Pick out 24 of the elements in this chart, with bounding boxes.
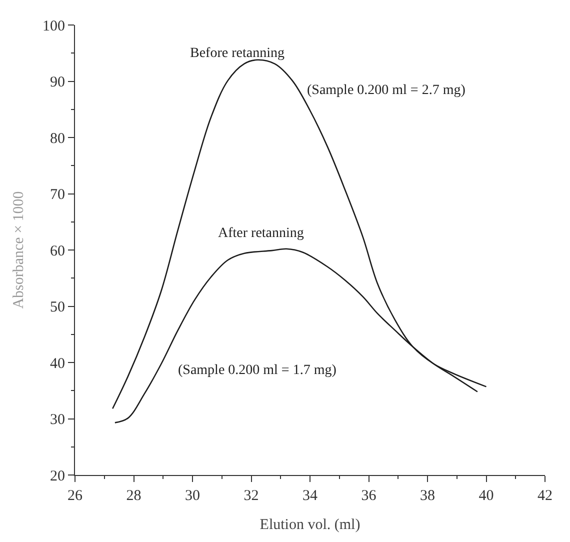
x-tick-label: 36 [361,488,377,504]
x-tick-label: 32 [244,488,259,504]
y-tick-label: 70 [50,187,65,203]
x-tick-label: 38 [420,488,435,504]
y-tick-label: 80 [50,130,65,147]
y-tick-label: 50 [50,300,65,316]
y-tick-label: 60 [50,243,65,260]
annotation: After retanning [218,226,304,241]
x-tick-label: 28 [126,488,142,504]
x-tick-label: 34 [302,488,318,504]
x-tick-label: 26 [68,488,83,504]
y-tick-label: 40 [50,356,65,372]
annotation: (Sample 0.200 ml = 1.7 mg) [178,363,337,378]
y-axis-title: Absorbance × 1000 [10,191,27,309]
x-tick-label: 40 [478,488,494,504]
annotation: (Sample 0.200 ml = 2.7 mg) [307,83,466,98]
x-tick-label: 30 [185,488,200,504]
y-tick-label: 90 [50,74,65,90]
y-tick-label: 100 [42,18,65,34]
x-axis-title: Elution vol. (ml) [260,517,360,533]
y-tick-label: 30 [50,412,65,428]
y-tick-label: 20 [50,468,65,484]
x-tick-label: 42 [538,488,552,504]
annotation: Before retanning [190,46,284,61]
